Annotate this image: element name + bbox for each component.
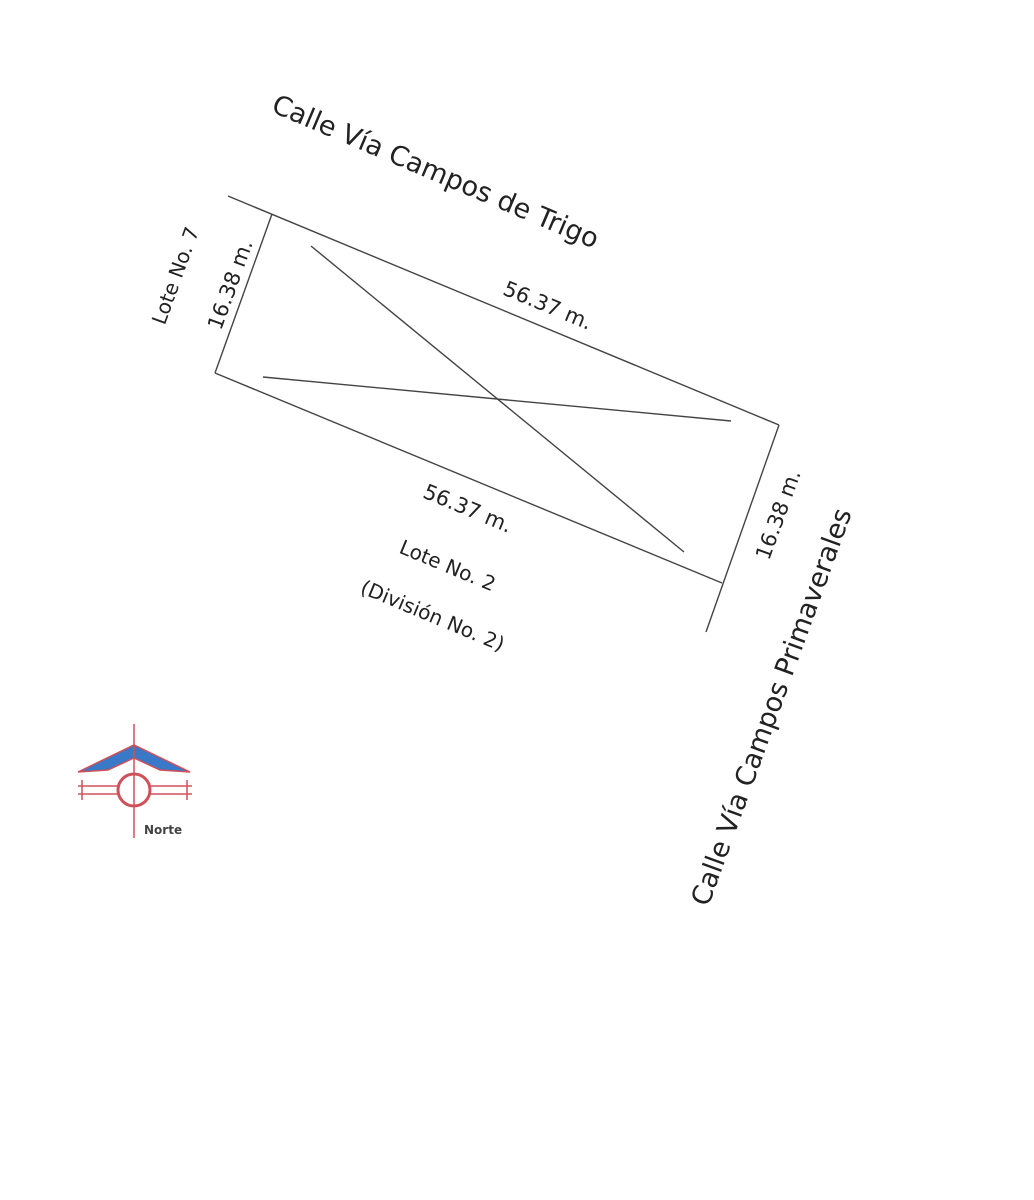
north-boundary [227,195,780,426]
north-arrow-icon: Norte [77,724,192,838]
cross-line-2 [262,376,732,422]
east-street-label: Calle Vía Campos Primaverales [686,504,859,910]
top-dimension: 56.37 m. [500,276,596,334]
north-label: Norte [144,823,182,837]
east-boundary [705,424,780,633]
south-boundary [214,372,723,584]
bottom-dimension: 56.37 m. [420,479,516,537]
bottom-neighbor-label: Lote No. 2 [396,535,499,596]
north-street-label: Calle Vía Campos de Trigo [267,89,603,255]
lot-outline [214,195,780,633]
left-neighbor-label: Lote No. 7 [147,224,204,328]
west-boundary [214,213,273,374]
left-dimension: 16.38 m. [203,236,258,332]
